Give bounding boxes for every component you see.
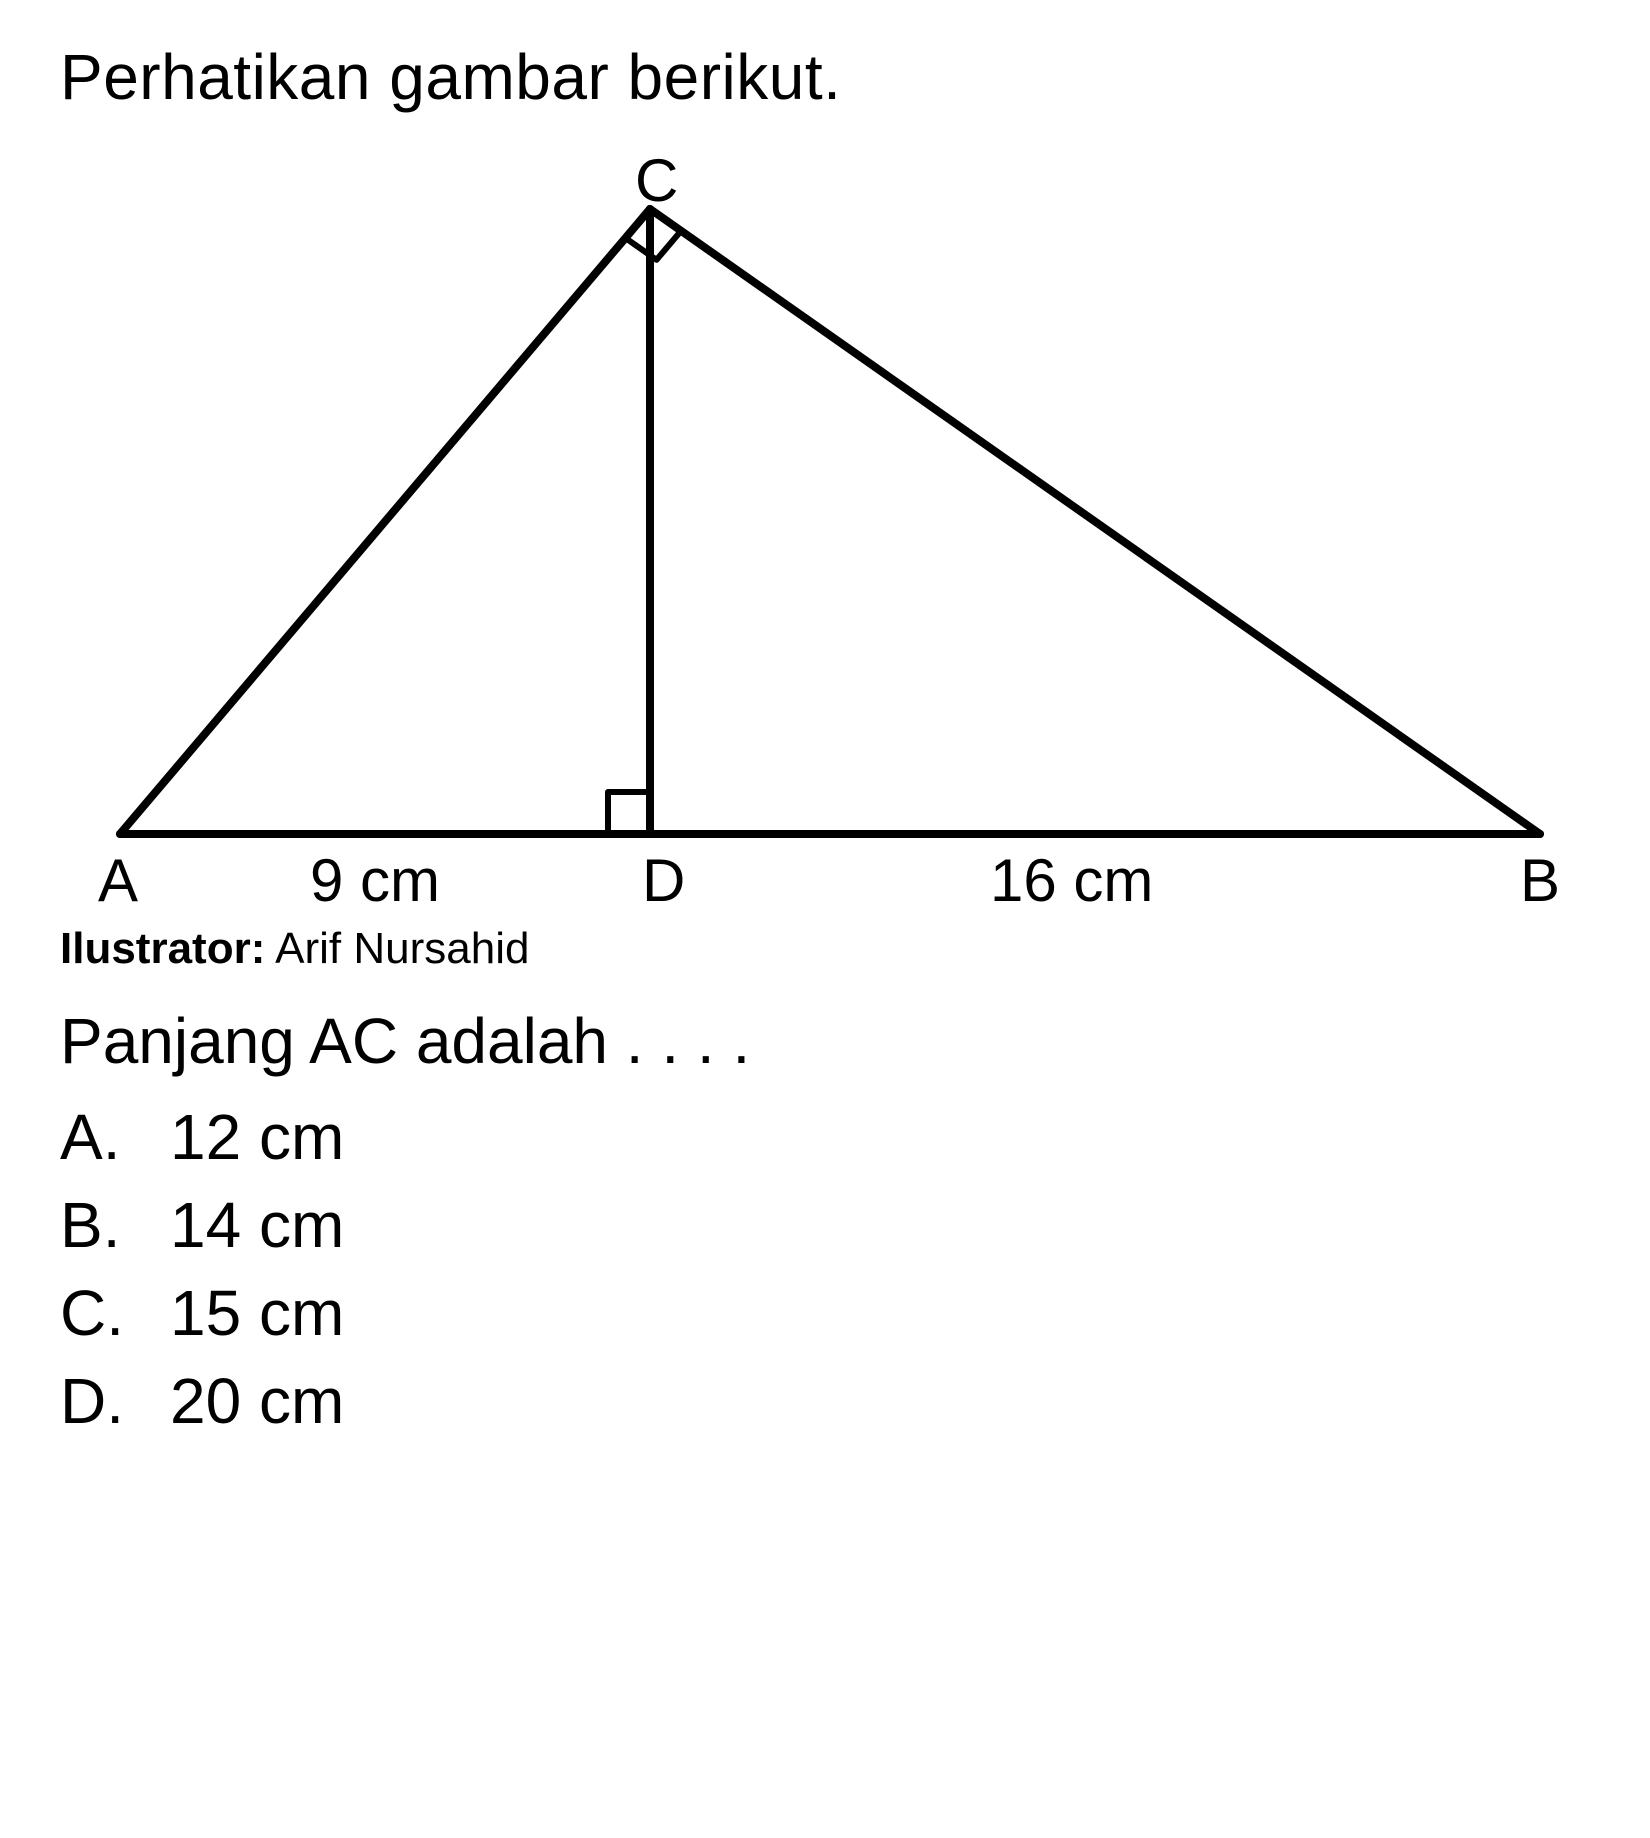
option-b: B. 14 cm bbox=[60, 1188, 1590, 1262]
triangle-diagram: C A 9 cm D 16 cm B bbox=[60, 134, 1560, 914]
options-list: A. 12 cm B. 14 cm C. 15 cm D. 20 cm bbox=[60, 1100, 1590, 1438]
option-text: 12 cm bbox=[170, 1100, 1590, 1174]
option-letter: C. bbox=[60, 1276, 170, 1350]
option-letter: D. bbox=[60, 1364, 170, 1438]
question-text: Panjang AC adalah . . . . bbox=[60, 1004, 1590, 1078]
vertex-label-b: B bbox=[1520, 846, 1560, 915]
edge-label-ad: 9 cm bbox=[310, 846, 440, 915]
illustrator-label: Ilustrator: bbox=[60, 924, 265, 973]
triangle-svg bbox=[60, 134, 1560, 914]
option-d: D. 20 cm bbox=[60, 1364, 1590, 1438]
page-heading: Perhatikan gambar berikut. bbox=[60, 40, 1590, 114]
option-letter: B. bbox=[60, 1188, 170, 1262]
option-c: C. 15 cm bbox=[60, 1276, 1590, 1350]
illustrator-name: Arif Nursahid bbox=[265, 924, 529, 973]
illustrator-credit: Ilustrator: Arif Nursahid bbox=[60, 924, 1590, 974]
vertex-label-d: D bbox=[642, 846, 685, 915]
vertex-label-a: A bbox=[98, 846, 138, 915]
option-text: 20 cm bbox=[170, 1364, 1590, 1438]
option-text: 14 cm bbox=[170, 1188, 1590, 1262]
option-text: 15 cm bbox=[170, 1276, 1590, 1350]
option-a: A. 12 cm bbox=[60, 1100, 1590, 1174]
vertex-label-c: C bbox=[635, 146, 678, 215]
edge-label-db: 16 cm bbox=[990, 846, 1153, 915]
option-letter: A. bbox=[60, 1100, 170, 1174]
